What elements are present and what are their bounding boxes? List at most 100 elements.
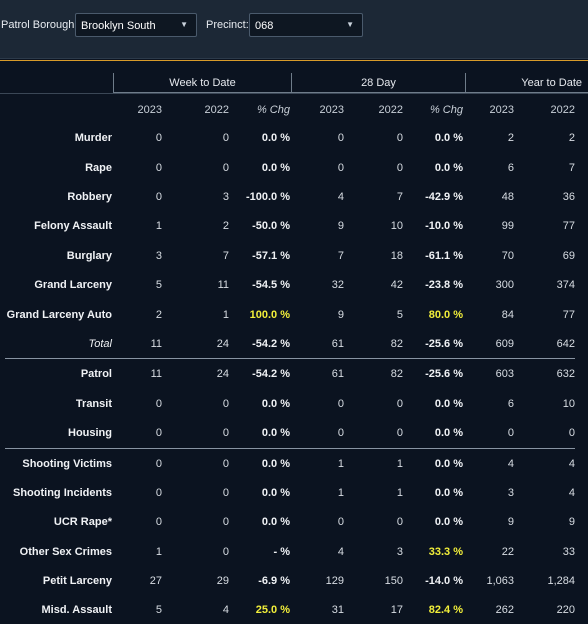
value-cell: 1 <box>396 458 403 470</box>
value-cell: 4 <box>337 191 344 203</box>
table-row: Grand Larceny Auto 2 1 100.0 % 9 5 80.0 % 84 77 <box>0 309 588 329</box>
value-cell: 61 <box>331 338 344 350</box>
value-cell: 5 <box>155 279 162 291</box>
value-cell: 642 <box>556 338 575 350</box>
value-cell: 5 <box>396 309 403 321</box>
percent-change-cell: -54.5 % <box>252 279 290 291</box>
value-cell: 36 <box>562 191 575 203</box>
value-cell: 1 <box>337 458 344 470</box>
value-cell: 1 <box>222 309 229 321</box>
value-cell: 2 <box>155 309 162 321</box>
value-cell: 4 <box>337 546 344 558</box>
value-cell: 262 <box>495 604 514 616</box>
value-cell: 0 <box>337 132 344 144</box>
percent-change-cell: 0.0 % <box>434 162 463 174</box>
percent-change-cell: -25.6 % <box>425 368 463 380</box>
percent-change-cell: 80.0 % <box>428 309 463 321</box>
patrol-borough-select[interactable]: Brooklyn South ▼ <box>75 13 197 37</box>
value-cell: 31 <box>331 604 344 616</box>
value-cell: 10 <box>562 398 575 410</box>
row-label: Robbery <box>67 191 112 203</box>
percent-change-cell: 0.0 % <box>434 398 463 410</box>
value-cell: 1 <box>396 487 403 499</box>
value-cell: 0 <box>222 132 229 144</box>
table-row: Housing 0 0 0.0 % 0 0 0.0 % 0 0 <box>0 427 588 447</box>
value-cell: 1,284 <box>547 575 575 587</box>
row-label: Transit <box>75 398 112 410</box>
crime-stats-panel: Week to Date 28 Day Year to Date 2023 202… <box>0 60 588 623</box>
row-label: Petit Larceny <box>42 575 112 587</box>
patrol-borough-label: Patrol Borough: <box>1 19 78 31</box>
percent-change-cell: -100.0 % <box>245 191 290 203</box>
row-label: Housing <box>68 427 112 439</box>
value-cell: 0 <box>155 132 162 144</box>
table-row: Rape 0 0 0.0 % 0 0 0.0 % 6 7 <box>0 162 588 182</box>
percent-change-cell: 25.0 % <box>255 604 290 616</box>
column-header: 2022 <box>204 104 229 116</box>
group-header-28-day: 28 Day <box>291 73 465 93</box>
row-label: Burglary <box>66 250 112 262</box>
percent-change-cell: -57.1 % <box>252 250 290 262</box>
value-cell: 0 <box>222 162 229 174</box>
value-cell: 42 <box>390 279 403 291</box>
value-cell: 6 <box>507 398 514 410</box>
value-cell: 2 <box>568 132 575 144</box>
column-header: % Chg <box>429 104 463 116</box>
value-cell: 0 <box>155 191 162 203</box>
value-cell: 0 <box>155 458 162 470</box>
chevron-down-icon: ▼ <box>180 20 188 29</box>
value-cell: 18 <box>390 250 403 262</box>
value-cell: 1,063 <box>486 575 514 587</box>
chevron-down-icon: ▼ <box>346 20 354 29</box>
value-cell: 48 <box>501 191 514 203</box>
row-label: Misd. Assault <box>41 604 113 616</box>
value-cell: 9 <box>507 516 514 528</box>
value-cell: 11 <box>217 279 229 291</box>
percent-change-cell: 0.0 % <box>261 398 290 410</box>
value-cell: 9 <box>337 220 344 232</box>
percent-change-cell: -42.9 % <box>425 191 463 203</box>
value-cell: 2 <box>507 132 514 144</box>
value-cell: 10 <box>390 220 403 232</box>
table-row: Misd. Assault 5 4 25.0 % 31 17 82.4 % 262 220 <box>0 604 588 624</box>
percent-change-cell: -25.6 % <box>425 338 463 350</box>
value-cell: 11 <box>150 338 162 350</box>
value-cell: 33 <box>562 546 575 558</box>
table-row: Grand Larceny 5 11 -54.5 % 32 42 -23.8 % 300 374 <box>0 279 588 299</box>
value-cell: 4 <box>507 458 514 470</box>
percent-change-cell: 100.0 % <box>249 309 290 321</box>
row-label: Grand Larceny <box>34 279 112 291</box>
value-cell: 6 <box>507 162 514 174</box>
table-row: Robbery 0 3 -100.0 % 4 7 -42.9 % 48 36 <box>0 191 588 211</box>
value-cell: 0 <box>155 398 162 410</box>
table-row: Felony Assault 1 2 -50.0 % 9 10 -10.0 % 99 77 <box>0 220 588 240</box>
table-row: Total 11 24 -54.2 % 61 82 -25.6 % 609 642 <box>0 338 588 358</box>
row-label: Other Sex Crimes <box>19 546 112 558</box>
patrol-borough-value: Brooklyn South <box>81 20 156 32</box>
percent-change-cell: -23.8 % <box>425 279 463 291</box>
value-cell: 0 <box>337 516 344 528</box>
value-cell: 632 <box>556 368 575 380</box>
value-cell: 0 <box>337 162 344 174</box>
value-cell: 82 <box>390 368 403 380</box>
percent-change-cell: 0.0 % <box>434 458 463 470</box>
value-cell: 0 <box>337 398 344 410</box>
percent-change-cell: 0.0 % <box>261 487 290 499</box>
table-row: Patrol 11 24 -54.2 % 61 82 -25.6 % 603 632 <box>0 368 588 388</box>
value-cell: 4 <box>222 604 229 616</box>
value-cell: 0 <box>222 427 229 439</box>
group-header-year-to-date: Year to Date <box>465 73 588 93</box>
percent-change-cell: -14.0 % <box>425 575 463 587</box>
precinct-select[interactable]: 068 ▼ <box>249 13 363 37</box>
header-divider <box>0 93 588 94</box>
value-cell: 9 <box>568 516 575 528</box>
table-row: Transit 0 0 0.0 % 0 0 0.0 % 6 10 <box>0 398 588 418</box>
row-label: Shooting Incidents <box>13 487 112 499</box>
value-cell: 0 <box>155 516 162 528</box>
value-cell: 609 <box>495 338 514 350</box>
table-row: Shooting Victims 0 0 0.0 % 1 1 0.0 % 4 4 <box>0 458 588 478</box>
row-label: Total <box>88 338 112 350</box>
row-label: Shooting Victims <box>22 458 112 470</box>
value-cell: 84 <box>501 309 514 321</box>
row-label: Rape <box>85 162 112 174</box>
